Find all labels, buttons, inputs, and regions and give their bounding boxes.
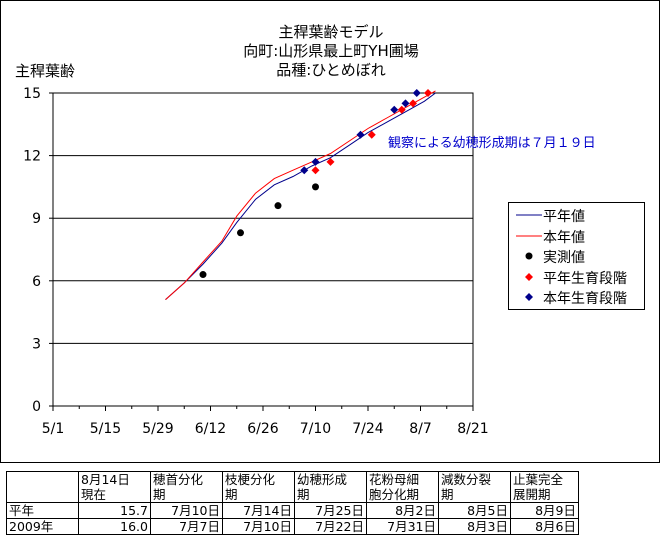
legend-item: 実測値: [509, 246, 644, 266]
table-header-cell: 期: [150, 487, 223, 503]
chart-frame: 0 3 6 9 12 15 5/1 5/15 5/29 6/12 6/26 7/10 7/24 8/7 8/…: [0, 0, 660, 463]
y-tick-label: 15: [23, 86, 41, 102]
y-tick-label: 6: [32, 274, 41, 290]
table-header-cell: 枝梗分化: [222, 471, 295, 487]
legend-symbol: [525, 293, 533, 301]
point-series-3-point: [326, 157, 335, 166]
table-header-cell: 穂首分化: [150, 471, 223, 487]
legend-symbol: [525, 252, 533, 260]
table-cell: 8月6日: [510, 518, 579, 535]
table-header-cell: [6, 471, 79, 487]
legend-label: 本年生育段階: [543, 291, 627, 307]
chart-plot: 0 3 6 9 12 15 5/1 5/15 5/29 6/12 6/26 7/10 7/24 8/7 8/…: [23, 86, 489, 437]
table-cell: 7月22日: [294, 518, 367, 535]
table-header-row: 8月14日 穂首分化 枝梗分化 幼穂形成 花粉母細 減数分裂 止葉完全: [6, 471, 579, 487]
table-cell: 7月31日: [366, 518, 439, 535]
chart-title-line-3: 品種:ひとめぼれ: [276, 61, 386, 79]
point-series-3-point: [397, 105, 406, 114]
table-header-row: 現在期期期胞分化期期展開期: [6, 487, 579, 503]
chart-title-line-2: 向町:山形県最上町YH圃場: [243, 42, 419, 60]
table-header-cell: 減数分裂: [438, 471, 511, 487]
line-series-0: [165, 92, 436, 300]
point-series-2-point: [199, 271, 207, 279]
growth-stage-table: 8月14日 穂首分化 枝梗分化 幼穂形成 花粉母細 減数分裂 止葉完全 現在期期期胞分化期期展…: [6, 471, 579, 535]
table-cell: 16.0: [78, 518, 151, 535]
x-tick-label: 5/15: [90, 421, 121, 437]
x-tick-label: 7/10: [300, 421, 331, 437]
table-cell: 7月7日: [150, 518, 223, 535]
point-series-4-point: [401, 99, 410, 108]
table-row-label: 2009年: [6, 518, 79, 535]
y-tick-label: 0: [32, 399, 41, 415]
point-series-4-point: [311, 157, 320, 166]
table-cell: 7月25日: [294, 502, 367, 519]
x-tick-label: 8/21: [457, 421, 488, 437]
chart-annotation: 観察による幼穂形成期は７月１９日: [388, 136, 596, 151]
x-tick-label: 5/1: [42, 421, 65, 437]
legend-label: 実測値: [543, 250, 585, 266]
table-cell: 7月10日: [150, 502, 223, 519]
y-tick-label: 3: [32, 336, 41, 352]
table-row: 2009年 16.0 7月7日 7月10日 7月22日 7月31日 8月3日 8月6日: [6, 518, 579, 535]
x-tick-label: 6/26: [247, 421, 279, 437]
x-tick-label: 8/7: [409, 421, 432, 437]
table-header-cell: 8月14日: [78, 471, 151, 487]
x-tick-label: 6/12: [195, 421, 226, 437]
legend: 平年値本年値実測値平年生育段階 本年生育段階: [508, 202, 645, 310]
legend-item: 平年値: [509, 205, 644, 225]
y-axis-label: 主稈葉齢: [15, 62, 76, 80]
point-series-4-point: [356, 130, 365, 139]
y-tick-label: 12: [23, 149, 41, 165]
table-cell: 8月2日: [366, 502, 439, 519]
table-header-cell: 花粉母細: [366, 471, 439, 487]
legend-label: 本年値: [543, 229, 585, 246]
y-tick-label: 9: [32, 211, 41, 227]
legend-symbol: [516, 235, 542, 236]
legend-item: 本年生育段階: [509, 287, 644, 307]
table-cell: 7月10日: [222, 518, 295, 535]
legend-item: 平年生育段階: [509, 267, 644, 287]
point-series-2-point: [312, 183, 319, 191]
point-series-4-point: [412, 89, 421, 97]
line-series-1: [165, 90, 436, 300]
x-tick-label: 7/24: [352, 421, 384, 437]
table-header-cell: 止葉完全: [510, 471, 579, 487]
table-row-label: 平年: [6, 502, 79, 519]
legend-symbol: [516, 214, 542, 216]
legend-label: 平年値: [543, 209, 585, 225]
table-header-cell: 期: [222, 487, 295, 503]
point-series-3-point: [367, 130, 376, 139]
point-series-4-point: [300, 166, 309, 175]
table-cell: 8月3日: [438, 518, 511, 535]
point-series-3-point: [409, 99, 417, 108]
table-cell: 15.7: [78, 502, 151, 519]
x-tick-label: 5/29: [142, 421, 173, 437]
table-header-cell: 現在: [78, 487, 151, 503]
table-header-cell: 期: [438, 487, 511, 503]
table-header-cell: 展開期: [510, 487, 579, 503]
table-row: 平年 15.7 7月10日 7月14日 7月25日 8月2日 8月5日 8月9日: [6, 502, 579, 519]
legend-symbol: [525, 272, 533, 281]
point-series-4-point: [390, 105, 399, 114]
table-header-cell: 胞分化期: [366, 487, 439, 503]
table-cell: 8月9日: [510, 502, 579, 519]
table-header-cell: 期: [294, 487, 367, 503]
table-header-cell: [6, 487, 79, 503]
legend-item: 本年値: [509, 226, 644, 246]
point-series-2-point: [274, 202, 282, 210]
legend-label: 平年生育段階: [543, 270, 627, 287]
table-cell: 8月5日: [438, 502, 511, 519]
chart-title-line-1: 主稈葉齢モデル: [278, 23, 384, 41]
table-header-cell: 幼穂形成: [294, 471, 367, 487]
point-series-3-point: [311, 166, 320, 175]
point-series-3-point: [424, 89, 432, 97]
point-series-2-point: [237, 229, 244, 237]
table-cell: 7月14日: [222, 502, 295, 519]
